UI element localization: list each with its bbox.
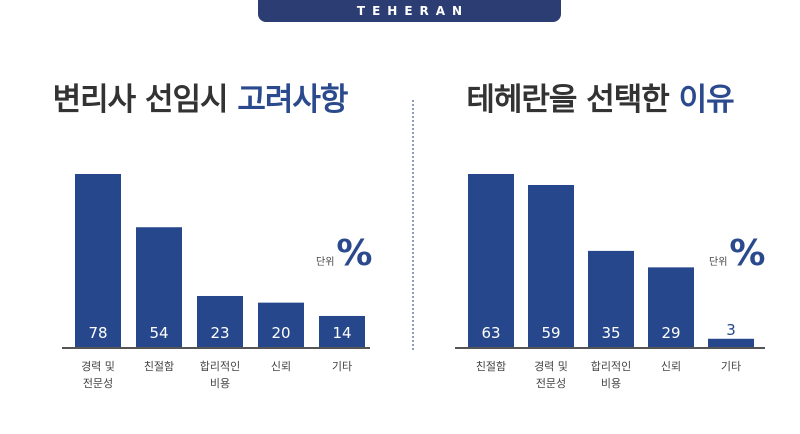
percent-sign: %: [336, 233, 373, 274]
category-label: 친절함: [143, 360, 175, 373]
brand-banner: TEHERAN: [258, 0, 561, 22]
title-accent: 이유: [678, 82, 735, 118]
bar: [75, 174, 121, 347]
bar-chart: 63 59 35 29 3 친절함 경력 및 전문성 합리적인 비용 신뢰 기타: [400, 0, 800, 434]
chart-title: 변리사 선임시 고려사항: [0, 74, 400, 119]
category-label: 경력 및 전문성: [81, 360, 115, 390]
bar-value-label: 20: [271, 324, 290, 342]
chart-panel-considerations: 변리사 선임시 고려사항 단위 % 78 54 23 20 14 경력 및 전문성 친절함 합…: [0, 74, 400, 390]
bar-value-label: 63: [481, 324, 500, 342]
category-label: 신뢰: [270, 360, 292, 373]
chart-panel-reasons: 테헤란을 선택한 이유 단위 % 63 59 35 29 3 친절함 경력 및 전문성 합리적…: [400, 0, 800, 434]
category-label: 합리적인 비용: [199, 360, 241, 390]
unit-indicator: 단위 %: [709, 236, 765, 272]
unit-indicator: 단위 %: [316, 236, 372, 272]
category-label: 기타: [720, 360, 742, 373]
bar-value-label: 23: [210, 324, 229, 342]
category-label: 신뢰: [660, 360, 682, 373]
category-label: 친절함: [475, 360, 507, 373]
bar: [468, 174, 514, 347]
bar-chart: 78 54 23 20 14 경력 및 전문성 친절함 합리적인 비용 신뢰 기타: [62, 174, 370, 390]
bar-value-label: 54: [149, 324, 168, 342]
percent-sign: %: [729, 233, 766, 274]
bar: [648, 267, 694, 347]
category-label: 경력 및 전문성: [534, 360, 568, 390]
bar-value-label: 35: [601, 324, 620, 342]
category-label: 합리적인 비용: [590, 360, 632, 390]
bar: [588, 250, 634, 347]
category-label: 기타: [331, 360, 353, 373]
panel-divider: [412, 100, 414, 350]
bar-chart-svg: 63 59 35 29 3: [455, 174, 765, 349]
bar-value-label: 78: [88, 324, 107, 342]
unit-label: 단위: [316, 257, 335, 268]
title-plain: 테헤란을 선택한: [466, 82, 679, 118]
bar-value-label: 59: [541, 324, 560, 342]
title-plain: 변리사 선임시: [52, 82, 238, 118]
bar: [258, 302, 304, 347]
bar: [197, 295, 243, 347]
bar-value-label: 3: [726, 321, 736, 339]
chart-title: 테헤란을 선택한 이유: [400, 74, 800, 119]
bar-value-label: 29: [661, 324, 680, 342]
bar: [528, 184, 574, 347]
bar: [136, 227, 182, 347]
bar-chart-svg: 78 54 23 20 14: [62, 174, 370, 349]
unit-label: 단위: [709, 257, 728, 268]
bar: [708, 338, 754, 347]
title-accent: 고려사항: [237, 82, 348, 118]
bar: [319, 315, 365, 347]
bar-value-label: 14: [332, 324, 351, 342]
